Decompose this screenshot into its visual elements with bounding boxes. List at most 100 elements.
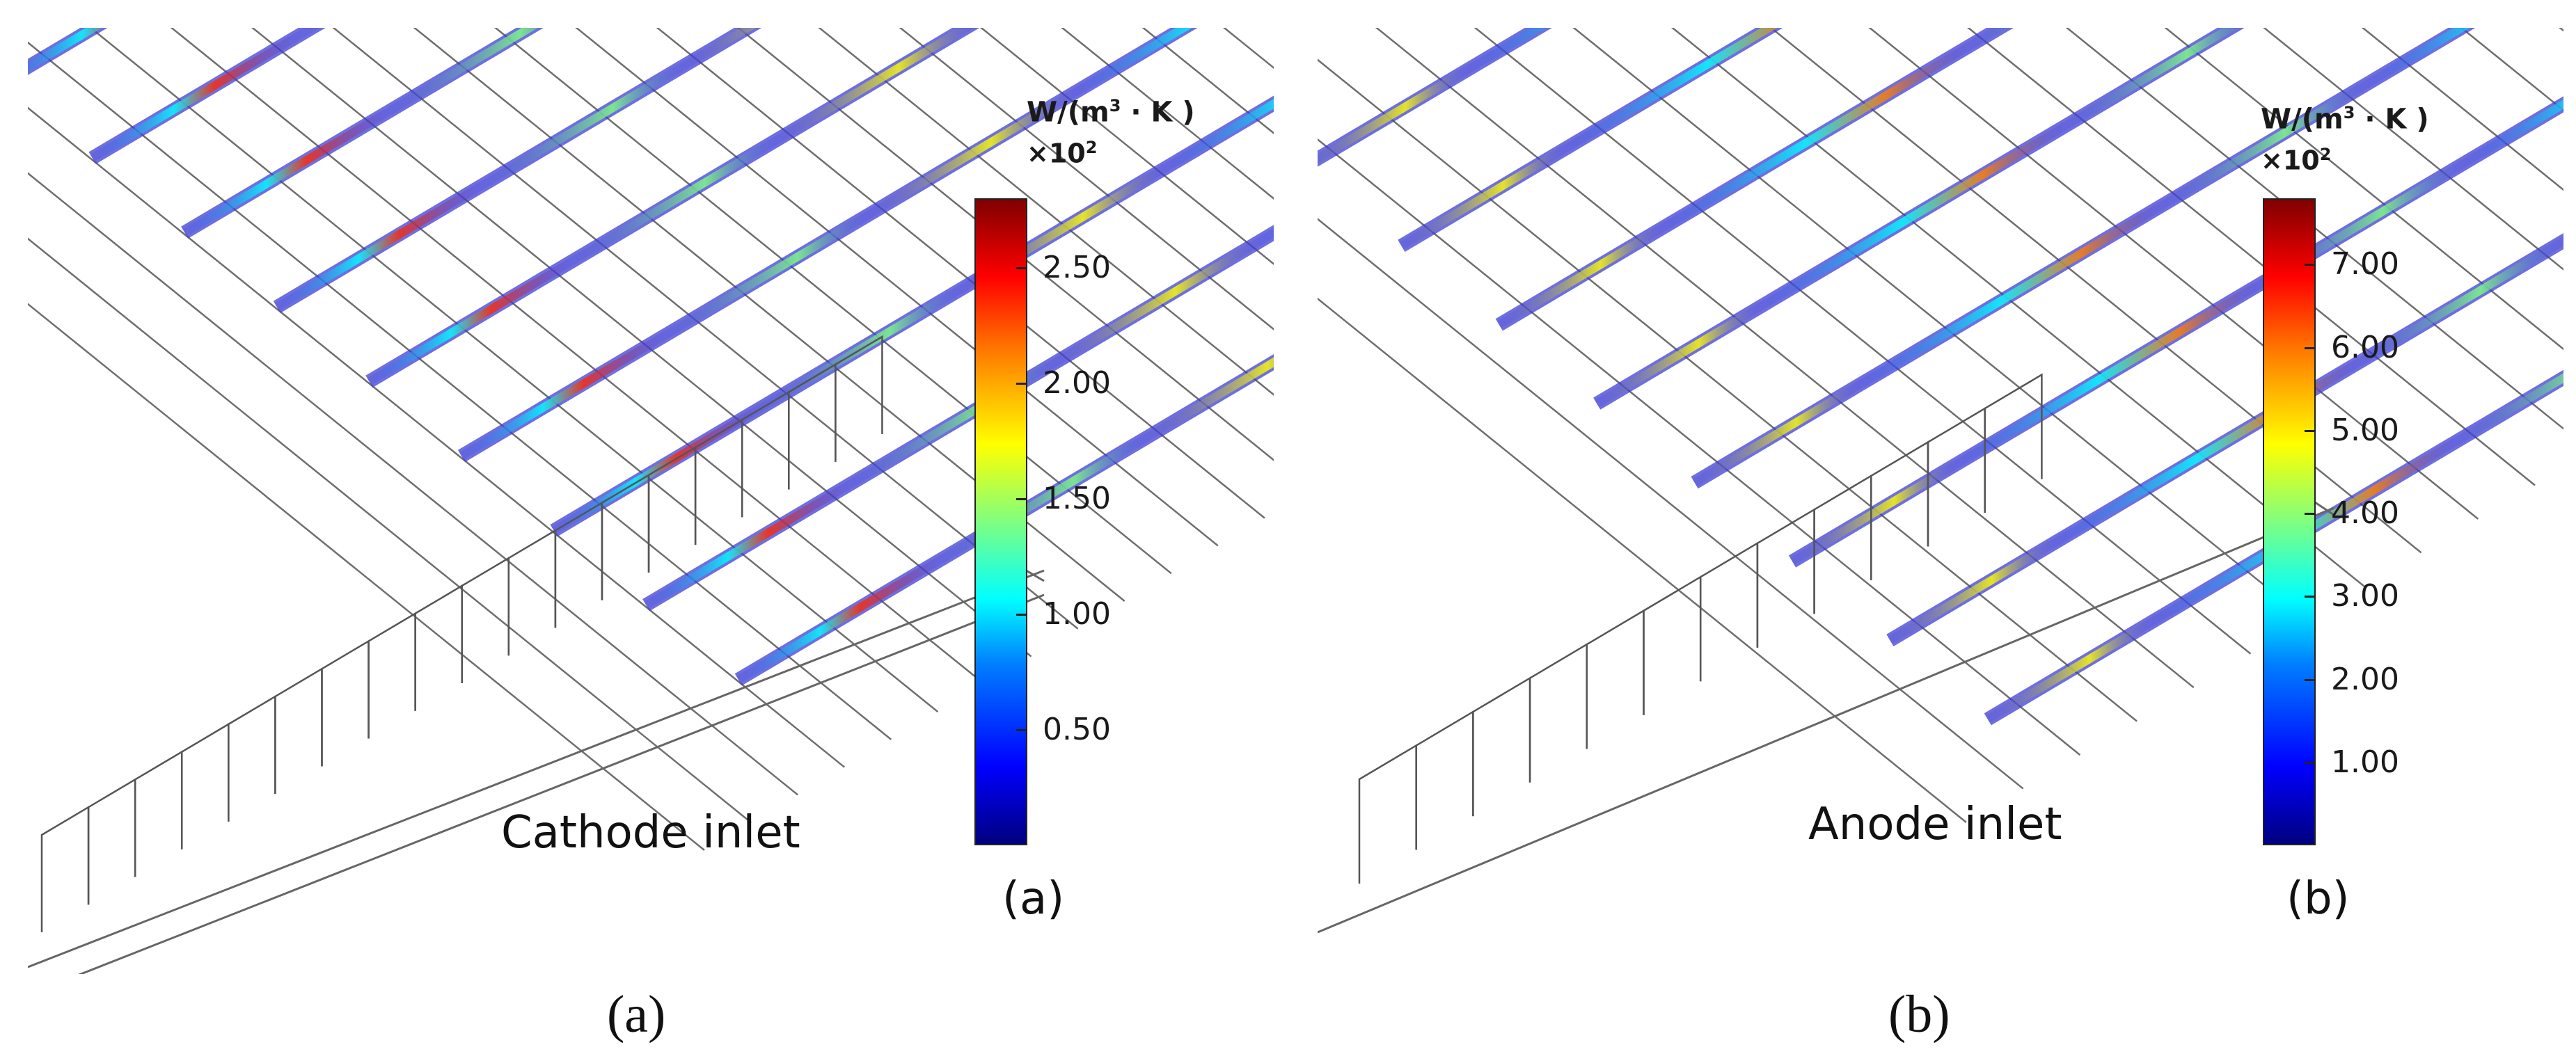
channel-box: [40, 806, 90, 932]
rib-line: [1473, 28, 2252, 655]
rib-line: [1318, 138, 2081, 756]
heat-strip: [1886, 232, 2563, 647]
colorbar-tick-label: 6.00: [2331, 329, 2399, 365]
channel-box: [835, 335, 883, 462]
unit-label-b: W/(m3 · K ): [2261, 103, 2429, 136]
rib-line: [332, 28, 1079, 630]
heat-strip-hot: [459, 28, 1192, 460]
anode-inlet-label: Anode inlet: [1808, 799, 2062, 850]
colorbar-tick: [1016, 382, 1027, 385]
rib-line: [1318, 297, 1967, 823]
rib-line: [1769, 28, 2422, 554]
channel-box: [1984, 373, 2043, 513]
rib-line: [1572, 28, 2308, 621]
heat-strip-hot: [274, 28, 757, 311]
rib-line: [89, 28, 939, 713]
rib-line: [28, 172, 798, 796]
channel-box: [87, 778, 136, 905]
colorbar-tick-label: 4.00: [2331, 495, 2399, 532]
colorbar-tick-label: 5.00: [2331, 412, 2399, 448]
panel-a: W/(m3 · K ) ×102 2.50 2.00 1.50 1.00 0.50 Ca…: [28, 28, 1274, 974]
channel-box: [321, 639, 370, 767]
rib-line: [2263, 28, 2563, 271]
rib-line: [1966, 28, 2536, 486]
heat-strip-hot: [1318, 28, 1547, 164]
rib-line: [1318, 218, 2024, 790]
panel-b: W/(m3 · K ) ×102 7.00 6.00 5.00 4.00 3.00 2.0…: [1318, 28, 2563, 974]
channel-box: [1528, 643, 1588, 783]
heat-strip-hot: [1985, 373, 2563, 723]
heat-strip-hot: [182, 28, 539, 237]
rib-line: [1375, 28, 2195, 689]
rib-line: [818, 28, 1274, 396]
channel-box: [1472, 676, 1531, 817]
heat-strip-hot: [736, 357, 1274, 683]
channel-box: [368, 612, 416, 739]
colorbar-tick: [2305, 429, 2316, 432]
colorbar-tick-label: 2.50: [1043, 249, 1111, 285]
heat-strip-hot: [1888, 236, 2563, 644]
rib-line: [251, 28, 1032, 657]
colorbar-tick: [2305, 761, 2316, 764]
colorbar-tick-label: 2.00: [1043, 365, 1111, 401]
heat-strip-hot: [1399, 28, 1778, 250]
colorbar-tick: [1016, 266, 1027, 269]
channel-box: [228, 694, 276, 822]
heat-strip: [365, 28, 980, 388]
rib-line: [413, 28, 1125, 602]
heat-strip-hot: [1789, 99, 2563, 566]
colorbar-b: [2263, 198, 2316, 845]
heat-strip-hot: [90, 28, 320, 162]
cathode-inlet-label: Cathode inlet: [501, 807, 800, 859]
channel-box: [1643, 575, 1702, 715]
colorbar-tick: [2305, 678, 2316, 681]
channel-box: [1415, 710, 1474, 850]
colorbar-tick: [2305, 264, 2316, 266]
rib-line: [1670, 28, 2365, 587]
colorbar-tick-label: 7.00: [2331, 246, 2399, 282]
colorbar-tick: [1016, 613, 1027, 616]
caption-a: (a): [607, 985, 666, 1044]
rib-line: [28, 237, 752, 824]
heat-strip: [1788, 96, 2563, 568]
channel-box: [1699, 541, 1759, 682]
heat-strip-hot: [644, 228, 1274, 609]
inner-letter-b: (b): [2286, 873, 2350, 925]
rib-line: [1318, 58, 2138, 722]
colorbar-tick-label: 2.00: [2331, 661, 2399, 697]
colorbar-a: [974, 198, 1027, 845]
channel-box: [134, 750, 183, 877]
rib-line: [28, 106, 846, 768]
rib-line: [656, 28, 1265, 519]
channel-mesh-a: [28, 28, 1274, 974]
heat-strip-hot: [367, 28, 974, 385]
rib-line: [575, 28, 1219, 547]
heat-strip-hot: [1496, 28, 2009, 328]
plate-edge: [78, 593, 1045, 974]
colorbar-tick-label: 1.00: [1043, 596, 1111, 632]
colorbar-tick-label: 1.00: [2331, 744, 2399, 780]
inner-letter-a: (a): [1002, 873, 1065, 925]
colorbar-tick-label: 1.50: [1043, 480, 1111, 516]
rib-line: [899, 28, 1274, 330]
plate-edge: [28, 569, 1045, 968]
channel-box: [1586, 609, 1645, 749]
scale-factor-a: ×102: [1027, 138, 1098, 169]
rib-line: [28, 303, 705, 851]
plate-edge: [1318, 506, 2334, 934]
colorbar-tick-label: 0.50: [1043, 711, 1111, 747]
channel-box: [1756, 508, 1815, 648]
scale-factor-b: ×102: [2261, 145, 2332, 176]
rib-line: [736, 28, 1274, 461]
heat-strip-hot: [1692, 28, 2470, 486]
colorbar-tick-label: 3.00: [2331, 578, 2399, 614]
channel-box: [1358, 744, 1417, 884]
colorbar-tick: [2305, 596, 2316, 598]
colorbar-tick: [2305, 346, 2316, 349]
rib-line: [2164, 28, 2563, 351]
unit-label-a: W/(m3 · K ): [1027, 96, 1195, 129]
heat-strip-hot: [1595, 28, 2239, 408]
rib-line: [170, 28, 986, 685]
caption-b: (b): [1888, 985, 1950, 1044]
colorbar-tick: [2305, 513, 2316, 516]
